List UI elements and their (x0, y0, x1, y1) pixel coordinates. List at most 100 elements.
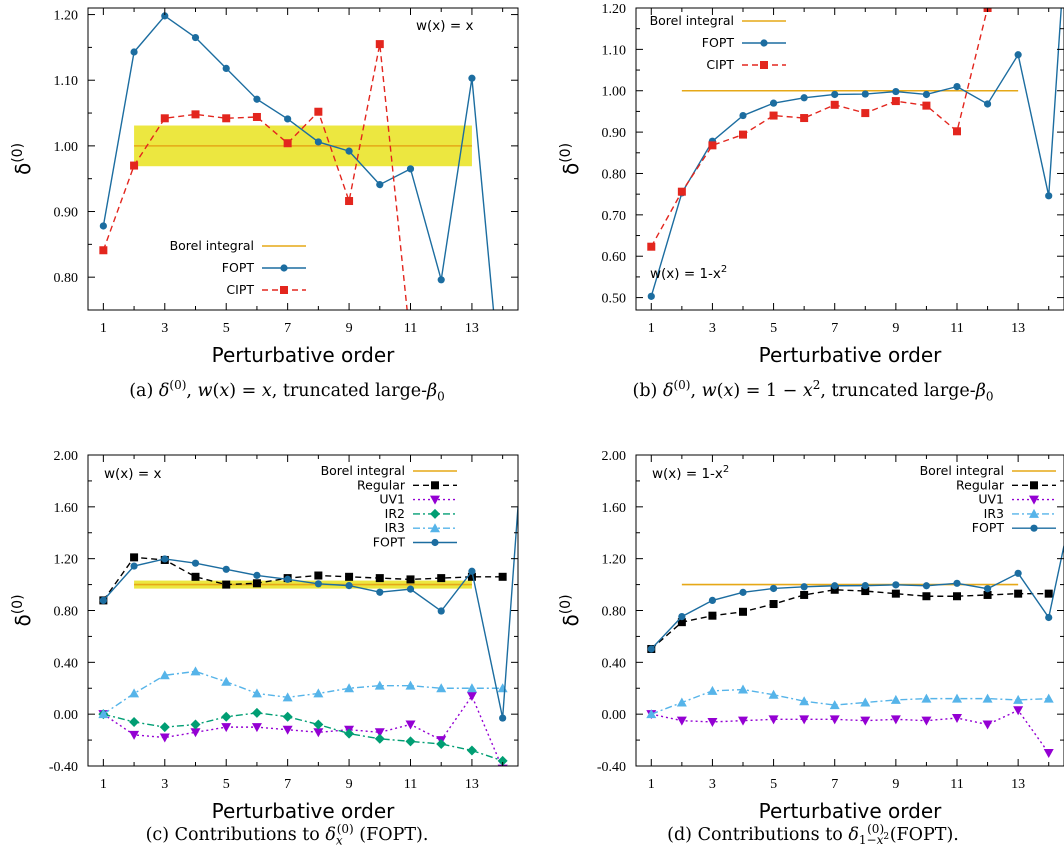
y-tick-label: 0.80 (602, 167, 627, 182)
series-line-cipt (102, 43, 408, 310)
plot-frame (87, 7, 519, 311)
caption-d: (d) Contributions to δ1−x2(0) (FOPT). (667, 822, 959, 848)
data-point-cipt (739, 130, 747, 139)
data-point-uv1 (251, 723, 262, 733)
x-tick-label: 3 (709, 777, 716, 792)
data-point-ir3 (768, 689, 779, 699)
data-point-cipt (345, 197, 354, 206)
y-tick-label: 1.10 (602, 43, 627, 58)
data-point-fopt (1045, 613, 1053, 622)
legend-label-uv1: UV1 (978, 492, 1004, 507)
y-axis-label: δ(0) (558, 143, 583, 175)
y-axis-label-sup: (0) (10, 143, 26, 163)
data-point-fopt (376, 181, 384, 189)
data-point-regular (130, 553, 139, 562)
data-point-cipt (953, 127, 961, 136)
data-point-regular (222, 580, 231, 589)
legend-marker-fopt (760, 39, 768, 47)
y-tick-label: 1.00 (602, 85, 627, 100)
data-point-fopt (161, 12, 169, 20)
data-point-regular (375, 574, 384, 583)
x-tick-label: 9 (892, 321, 899, 336)
legend-label-fopt: FOPT (972, 520, 1005, 535)
x-axis-label: Perturbative order (212, 799, 396, 823)
x-tick-label: 9 (346, 321, 353, 336)
y-tick-label: 0.80 (54, 605, 79, 620)
legend-marker-fopt (431, 538, 439, 547)
x-tick-label: 7 (284, 321, 291, 336)
chart-panel-d: 1 3 5 7 9 11 13-0.400.000.400.801.201.602.00Pe… (558, 449, 1064, 823)
data-point-ir3 (1013, 694, 1024, 704)
y-tick-label: 0.00 (602, 708, 627, 723)
data-point-fopt (769, 99, 778, 107)
legend-label-fopt: FOPT (373, 535, 406, 550)
data-point-fopt (253, 571, 261, 579)
data-point-regular (677, 618, 686, 627)
chart-panel-b: 1 3 5 7 9 11 130.500.600.700.800.901.001.101.2… (558, 2, 1064, 367)
y-tick-label: 0.90 (54, 206, 79, 221)
data-point-fopt (892, 581, 900, 589)
data-point-fopt (284, 575, 292, 583)
chart-panel-c: 1 3 5 7 9 11 13-0.400.000.400.801.201.602.00Pe… (10, 449, 519, 823)
data-point-ir3 (1043, 693, 1054, 703)
data-point-fopt (499, 714, 507, 722)
data-point-cipt (160, 114, 169, 123)
data-point-regular (406, 575, 415, 584)
y-tick-label: 0.80 (54, 271, 79, 286)
data-point-ir3 (405, 680, 416, 690)
data-point-uv1 (738, 716, 748, 726)
data-point-cipt (861, 109, 870, 118)
data-point-ir2 (251, 707, 262, 718)
y-tick-label: 0.80 (602, 605, 627, 620)
series-line-uv1 (102, 694, 503, 766)
caption-b: (b) δ(0), w(x) = 1 − x2, truncated large… (632, 378, 994, 404)
data-point-fopt (983, 100, 992, 108)
legend-marker-regular (431, 481, 439, 490)
x-tick-label: 1 (100, 321, 107, 336)
data-point-ir3 (98, 709, 109, 719)
data-point-uv1 (129, 730, 140, 740)
data-point-ir2 (129, 716, 140, 727)
legend-marker-ir2 (430, 508, 440, 519)
weight-annotation-sup: 2 (721, 264, 727, 275)
data-point-ir3 (374, 680, 385, 690)
x-tick-label: 11 (404, 321, 417, 336)
legend-label-cipt: CIPT (226, 282, 254, 297)
x-axis-label: Perturbative order (759, 799, 943, 823)
data-point-regular (922, 592, 931, 601)
series-line-ir3 (651, 688, 1049, 715)
y-tick-label: 2.00 (54, 449, 79, 464)
data-point-ir2 (405, 736, 416, 747)
y-axis-label-sup: (0) (10, 594, 26, 614)
data-point-ir3 (436, 683, 447, 693)
data-point-fopt (739, 588, 747, 596)
data-point-uv1 (676, 716, 687, 726)
y-tick-label: 1.20 (54, 553, 79, 568)
y-axis-label-sup: (0) (558, 143, 574, 163)
data-point-regular (252, 579, 261, 588)
data-point-fopt (861, 582, 869, 590)
data-point-cipt (647, 242, 656, 251)
plot-area (647, 8, 1062, 300)
y-tick-label: 1.10 (54, 74, 79, 89)
data-point-ir3 (952, 693, 962, 703)
y-axis-label: δ(0) (10, 143, 35, 175)
data-point-uv1 (707, 717, 718, 727)
data-point-regular (739, 607, 747, 616)
data-point-fopt (953, 83, 961, 91)
weight-annotation: w(x) = 1-x2 (652, 464, 729, 482)
data-point-cipt (283, 139, 292, 148)
x-tick-label: 3 (161, 777, 168, 792)
data-point-ir3 (159, 670, 170, 680)
data-point-ir3 (860, 697, 871, 707)
data-point-fopt (191, 559, 200, 567)
data-point-fopt (892, 87, 900, 96)
legend-label-ir3: IR3 (984, 506, 1004, 521)
x-tick-label: 13 (465, 777, 479, 792)
data-point-uv1 (860, 716, 871, 726)
weight-annotation: w(x) = x (416, 18, 473, 34)
data-point-cipt (314, 107, 323, 116)
x-tick-label: 11 (950, 321, 963, 336)
caption-c: (c) Contributions to δx(0) (FOPT). (145, 822, 429, 848)
y-tick-label: 2.00 (602, 449, 627, 464)
